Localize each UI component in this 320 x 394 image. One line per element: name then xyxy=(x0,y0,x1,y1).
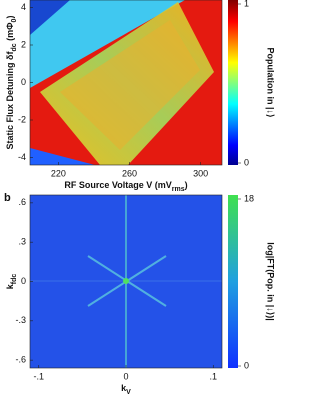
y-axis-label-part: fdc xyxy=(11,274,18,285)
x-axis-label-part: k xyxy=(121,383,127,393)
y-tick-label: .3 xyxy=(18,237,26,247)
colorbar-label: log|FT(Pop. in |↓⟩)| xyxy=(266,242,276,321)
y-tick-label: -4 xyxy=(18,152,26,162)
panel-label: b xyxy=(4,192,11,204)
x-tick-label: 300 xyxy=(193,168,208,178)
colorbar-tick-label: 1 xyxy=(244,0,249,8)
x-tick-label: 220 xyxy=(51,168,66,178)
colorbar-tick-label: 18 xyxy=(244,193,254,203)
colorbar-tick-label: 0 xyxy=(244,157,249,167)
colorbar-tick-label: 0 xyxy=(244,360,249,370)
y-tick-label: -.6 xyxy=(15,355,26,365)
y-tick-label: .6 xyxy=(18,197,26,207)
y-tick-label: -2 xyxy=(18,114,26,124)
colorbar xyxy=(228,0,238,165)
colorbar xyxy=(228,195,238,368)
x-tick-label: 0 xyxy=(123,371,128,381)
figure: 220 260 300 4 2 0 -2 -4 RF Source Voltage V (mVr… xyxy=(4,0,276,394)
y-tick-label: 4 xyxy=(21,2,26,12)
x-axis-label: kV xyxy=(121,383,131,394)
colorbar-label: Population in |↓⟩ xyxy=(266,47,276,117)
y-axis-label-part: ) xyxy=(5,16,15,19)
x-axis-label-part: RF Source Voltage V (mV xyxy=(64,180,171,190)
y-tick-label: 0 xyxy=(21,77,26,87)
x-tick-label: 260 xyxy=(122,168,137,178)
y-axis-label-part: (mΦ xyxy=(5,22,15,44)
x-axis-label-part: ) xyxy=(185,180,188,190)
x-axis-label: RF Source Voltage V (mVrms) xyxy=(64,180,187,193)
y-axis-label: Static Flux Detuning δfdc (mΦ0) xyxy=(5,16,18,150)
y-tick-label: 2 xyxy=(21,39,26,49)
x-tick-label: -.1 xyxy=(33,371,44,381)
y-tick-label: 0 xyxy=(21,276,26,286)
y-tick-label: -.3 xyxy=(15,315,26,325)
heatmap-image xyxy=(30,195,222,368)
x-axis-label-part: V xyxy=(126,389,131,394)
y-axis-label-part: 0 xyxy=(11,18,18,22)
heatmap-image xyxy=(30,0,222,165)
x-tick-label: .1 xyxy=(210,371,218,381)
x-axis-label-part: rms xyxy=(172,186,185,193)
y-axis-label-part: k xyxy=(5,283,15,289)
y-axis-label-part: dc xyxy=(11,43,18,51)
y-axis-label: kfdc xyxy=(5,274,18,290)
y-axis-label-part: Static Flux Detuning δf xyxy=(5,51,15,150)
